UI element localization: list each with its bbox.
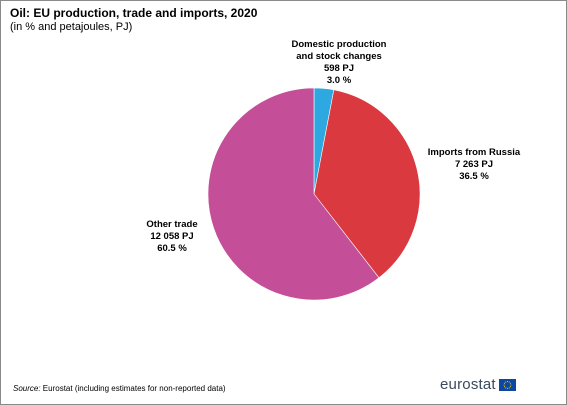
slice-label-1: Domestic production and stock changes 598 … [291, 39, 386, 86]
eu-star [509, 385, 511, 387]
eu-star [503, 385, 505, 387]
slice-label-line: Domestic production [291, 39, 386, 50]
eu-star [510, 383, 512, 386]
pie-chart: Domestic production and stock changes 598 … [146, 39, 521, 301]
slice-label-line: 7 263 PJ [455, 159, 493, 170]
source-text: Eurostat (including estimates for non-re… [40, 384, 226, 393]
slice-label-line: 60.5 % [157, 243, 187, 254]
eu-star [506, 387, 508, 389]
eu-star [505, 386, 507, 388]
eu-star [508, 381, 510, 383]
slice-label-line: 12 058 PJ [150, 231, 193, 242]
slice-label-line: Imports from Russia [428, 147, 521, 158]
eu-star [505, 381, 507, 383]
pie-labels: Domestic production and stock changes 598 … [146, 39, 521, 254]
eu-star [506, 380, 508, 382]
chart-subtitle: (in % and petajoules, PJ) [10, 21, 133, 33]
pie-slice-3 [207, 87, 380, 301]
slice-label-line: 36.5 % [459, 171, 489, 182]
slice-label-line: Other trade [146, 219, 197, 230]
eu-star [503, 382, 505, 384]
eu-star [508, 386, 510, 388]
eu-star [509, 382, 511, 384]
eu-flag-icon [498, 378, 516, 391]
slice-label-line: 598 PJ [324, 63, 354, 74]
slice-label-2: Imports from Russia 7 263 PJ 36.5 % [428, 147, 521, 182]
eurostat-logo: eurostat [440, 376, 516, 393]
pie-slice-2 [313, 89, 421, 279]
eurostat-logo-text: eurostat [440, 376, 496, 393]
eu-star [503, 383, 505, 386]
slice-label-3: Other trade 12 058 PJ 60.5 % [146, 219, 197, 254]
slice-label-line: and stock changes [296, 51, 382, 62]
source-label: Source: [13, 384, 41, 393]
chart-title: Oil: EU production, trade and imports, 2… [10, 6, 258, 20]
slice-label-line: 3.0 % [327, 75, 352, 86]
pie-slices [207, 87, 421, 301]
source-note: Source: Eurostat (including estimates fo… [13, 384, 226, 393]
